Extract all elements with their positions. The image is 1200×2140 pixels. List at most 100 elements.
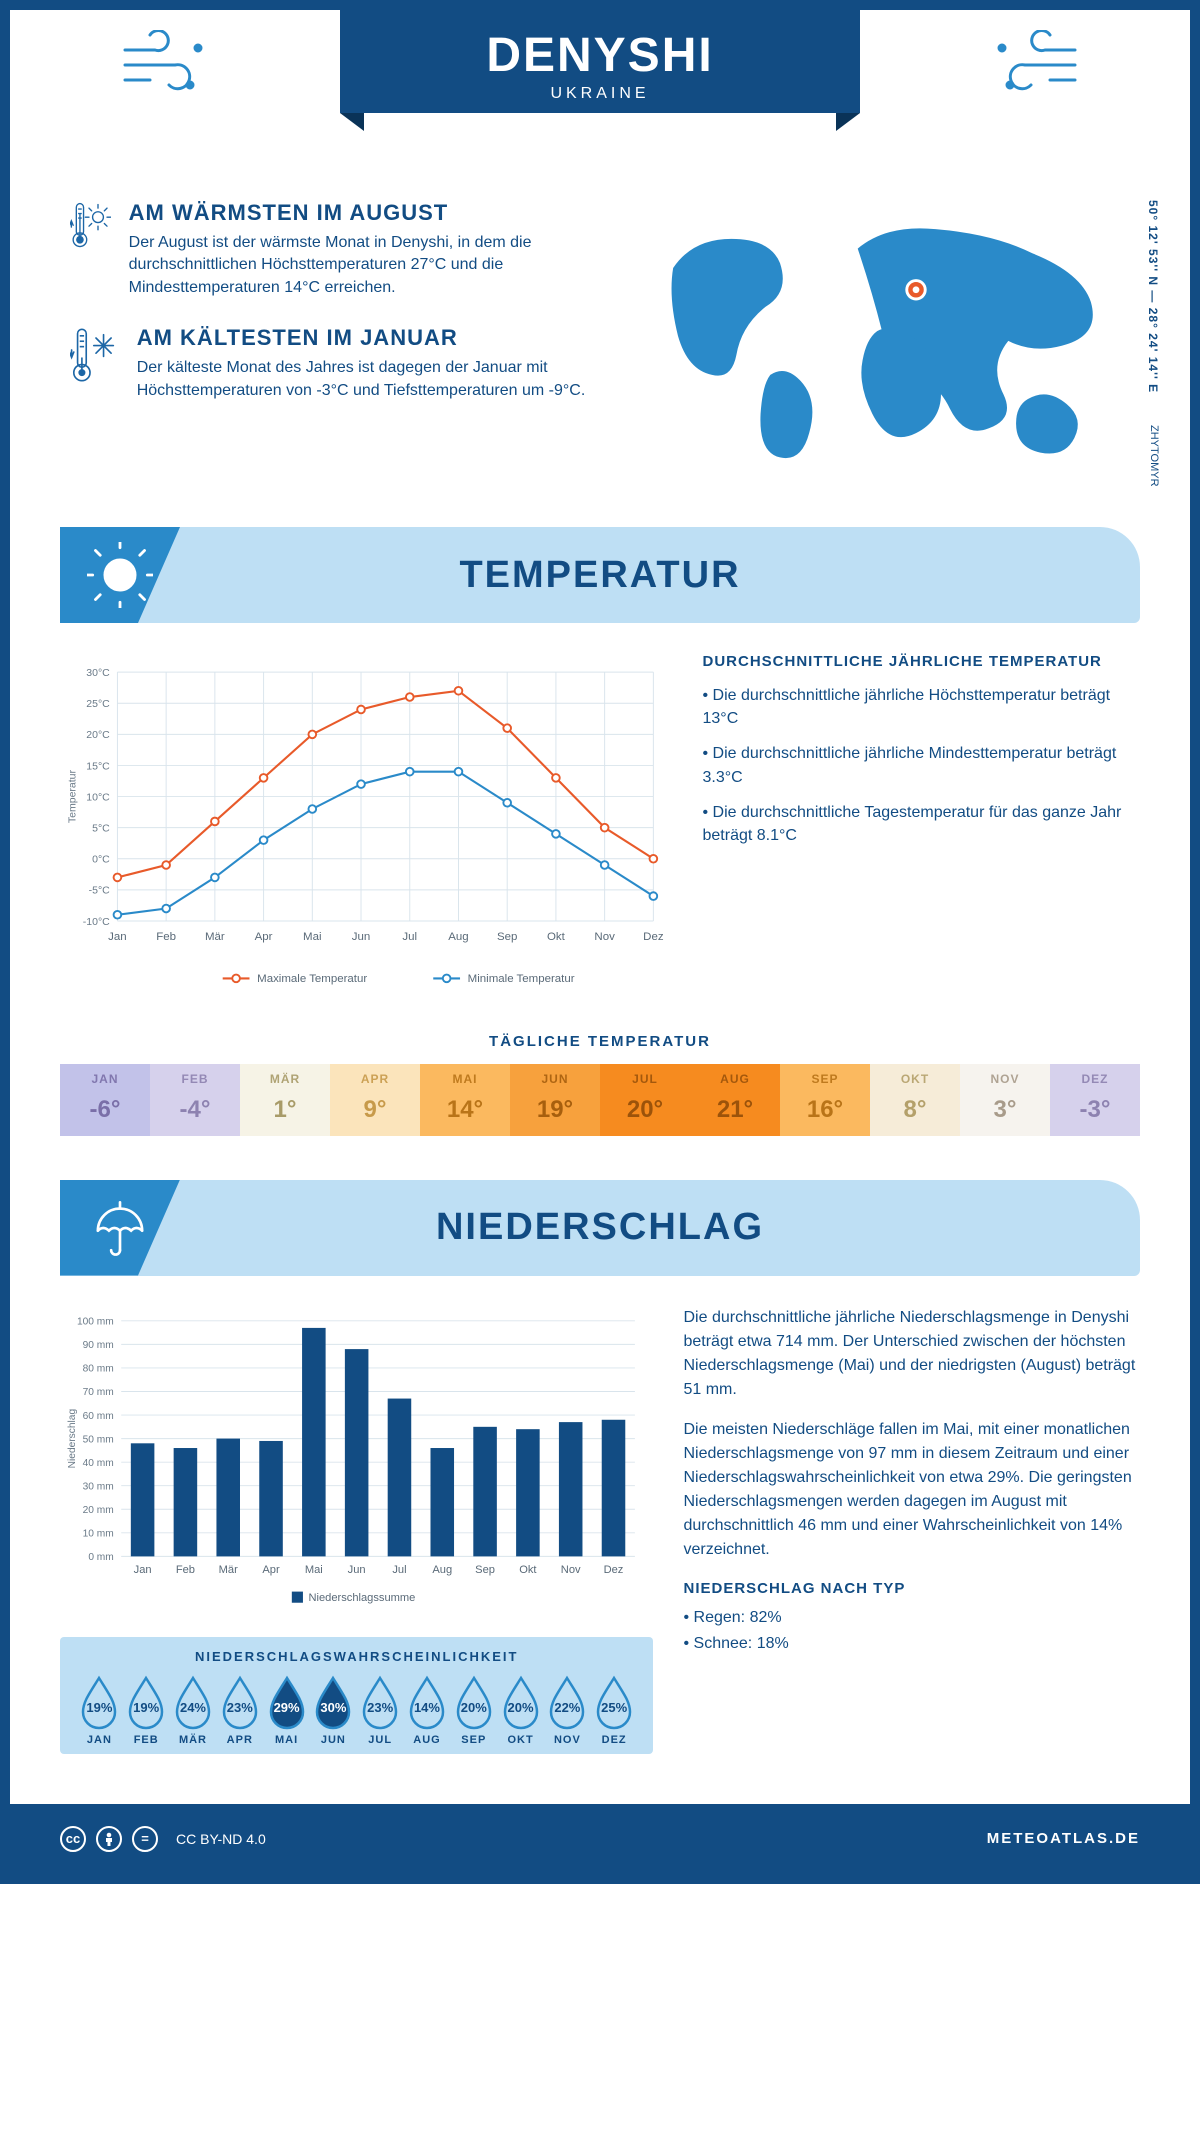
svg-text:-10°C: -10°C <box>83 916 110 928</box>
coldest-block: AM KÄLTESTEN IM JANUAR Der kälteste Mona… <box>70 325 604 402</box>
raindrop-icon: 29% <box>264 1674 310 1730</box>
svg-text:10°C: 10°C <box>86 791 110 803</box>
precip-type-snow: • Schnee: 18% <box>683 1632 1140 1656</box>
precip-p2: Die meisten Niederschläge fallen im Mai,… <box>683 1418 1140 1562</box>
coldest-text: Der kälteste Monat des Jahres ist dagege… <box>137 357 605 402</box>
temperature-summary: DURCHSCHNITTLICHE JÄHRLICHE TEMPERATUR •… <box>703 653 1141 1003</box>
raindrop-icon: 30% <box>310 1674 356 1730</box>
svg-text:Okt: Okt <box>519 1564 536 1576</box>
svg-text:80 mm: 80 mm <box>83 1363 114 1374</box>
raindrop-icon: 24% <box>170 1674 216 1730</box>
svg-text:Mär: Mär <box>205 931 225 943</box>
probability-cell: 24% MÄR <box>170 1674 217 1746</box>
daily-cell: OKT8° <box>870 1064 960 1136</box>
raindrop-icon: 19% <box>123 1674 169 1730</box>
raindrop-icon: 22% <box>544 1674 590 1730</box>
temp-summary-l2: • Die durchschnittliche jährliche Mindes… <box>703 742 1141 788</box>
daily-temp-title: TÄGLICHE TEMPERATUR <box>60 1033 1140 1050</box>
svg-text:Okt: Okt <box>547 931 566 943</box>
world-map: 50° 12' 53'' N — 28° 24' 14'' E ZHYTOMYR <box>644 200 1130 477</box>
svg-text:0°C: 0°C <box>92 854 110 866</box>
title-banner: DENYSHI UKRAINE <box>340 10 860 113</box>
raindrop-icon: 19% <box>76 1674 122 1730</box>
header: DENYSHI UKRAINE <box>60 10 1140 190</box>
region-label: ZHYTOMYR <box>1148 425 1160 487</box>
svg-text:60 mm: 60 mm <box>83 1410 114 1421</box>
precipitation-chart: 0 mm10 mm20 mm30 mm40 mm50 mm60 mm70 mm8… <box>60 1306 653 1612</box>
svg-text:0 mm: 0 mm <box>88 1552 113 1563</box>
cc-icon: cc <box>60 1826 86 1852</box>
probability-cell: 20% OKT <box>497 1674 544 1746</box>
probability-cell: 14% AUG <box>404 1674 451 1746</box>
footer: cc = CC BY-ND 4.0 METEOATLAS.DE <box>10 1804 1190 1874</box>
section-bar-temperature: TEMPERATUR <box>60 527 1140 623</box>
svg-text:Jul: Jul <box>402 931 417 943</box>
daily-temp-strip: JAN-6°FEB-4°MÄR1°APR9°MAI14°JUN19°JUL20°… <box>60 1064 1140 1136</box>
temp-summary-l1: • Die durchschnittliche jährliche Höchst… <box>703 684 1141 730</box>
daily-cell: JUN19° <box>510 1064 600 1136</box>
svg-text:5°C: 5°C <box>92 822 110 834</box>
temp-summary-l3: • Die durchschnittliche Tagestemperatur … <box>703 801 1141 847</box>
nd-icon: = <box>132 1826 158 1852</box>
intro-section: AM WÄRMSTEN IM AUGUST Der August ist der… <box>60 190 1140 507</box>
svg-text:100 mm: 100 mm <box>77 1316 114 1327</box>
svg-text:Apr: Apr <box>255 931 273 943</box>
daily-cell: NOV3° <box>960 1064 1050 1136</box>
svg-text:Jun: Jun <box>352 931 371 943</box>
svg-text:20°C: 20°C <box>86 729 110 741</box>
raindrop-icon: 23% <box>357 1674 403 1730</box>
svg-text:15°C: 15°C <box>86 760 110 772</box>
temperature-chart: -10°C-5°C0°C5°C10°C15°C20°C25°C30°CJanFe… <box>60 653 673 1003</box>
svg-text:Jan: Jan <box>134 1564 152 1576</box>
svg-text:-5°C: -5°C <box>89 885 111 897</box>
precipitation-column: 0 mm10 mm20 mm30 mm40 mm50 mm60 mm70 mm8… <box>60 1306 653 1754</box>
probability-title: NIEDERSCHLAGSWAHRSCHEINLICHKEIT <box>76 1649 637 1664</box>
raindrop-icon: 20% <box>498 1674 544 1730</box>
by-icon <box>96 1826 122 1852</box>
svg-text:20 mm: 20 mm <box>83 1504 114 1515</box>
svg-text:70 mm: 70 mm <box>83 1387 114 1398</box>
svg-text:40 mm: 40 mm <box>83 1457 114 1468</box>
precip-p1: Die durchschnittliche jährliche Niedersc… <box>683 1306 1140 1402</box>
thermometer-sun-icon <box>70 200 111 299</box>
temp-summary-heading: DURCHSCHNITTLICHE JÄHRLICHE TEMPERATUR <box>703 653 1141 670</box>
svg-text:Temperatur: Temperatur <box>66 769 78 823</box>
section-title: TEMPERATUR <box>60 554 1140 597</box>
svg-text:Mär: Mär <box>219 1564 238 1576</box>
daily-cell: AUG21° <box>690 1064 780 1136</box>
section-bar-precipitation: NIEDERSCHLAG <box>60 1180 1140 1276</box>
svg-text:25°C: 25°C <box>86 698 110 710</box>
country-name: UKRAINE <box>380 85 820 103</box>
probability-cell: 30% JUN <box>310 1674 357 1746</box>
raindrop-icon: 20% <box>451 1674 497 1730</box>
svg-text:Feb: Feb <box>176 1564 195 1576</box>
daily-cell: APR9° <box>330 1064 420 1136</box>
daily-cell: JAN-6° <box>60 1064 150 1136</box>
svg-text:Minimale Temperatur: Minimale Temperatur <box>468 973 575 985</box>
coldest-title: AM KÄLTESTEN IM JANUAR <box>137 325 605 351</box>
svg-text:Jan: Jan <box>108 931 126 943</box>
precip-type-heading: NIEDERSCHLAG NACH TYP <box>683 1578 1140 1601</box>
warmest-text: Der August ist der wärmste Monat in Deny… <box>129 232 605 299</box>
raindrop-icon: 23% <box>217 1674 263 1730</box>
svg-text:Nov: Nov <box>594 931 615 943</box>
svg-text:Sep: Sep <box>475 1564 495 1576</box>
svg-text:Dez: Dez <box>604 1564 624 1576</box>
svg-text:10 mm: 10 mm <box>83 1528 114 1539</box>
svg-text:Sep: Sep <box>497 931 517 943</box>
probability-cell: 22% NOV <box>544 1674 591 1746</box>
svg-text:Jul: Jul <box>392 1564 406 1576</box>
svg-text:Nov: Nov <box>561 1564 581 1576</box>
svg-text:Mai: Mai <box>305 1564 323 1576</box>
license-block: cc = CC BY-ND 4.0 <box>60 1826 266 1852</box>
raindrop-icon: 25% <box>591 1674 637 1730</box>
probability-cell: 25% DEZ <box>591 1674 638 1746</box>
svg-text:Apr: Apr <box>262 1564 280 1576</box>
precip-type-rain: • Regen: 82% <box>683 1606 1140 1630</box>
brand-name: METEOATLAS.DE <box>987 1830 1140 1847</box>
daily-cell: MAI14° <box>420 1064 510 1136</box>
svg-text:30 mm: 30 mm <box>83 1481 114 1492</box>
precipitation-summary: Die durchschnittliche jährliche Niedersc… <box>683 1306 1140 1754</box>
city-name: DENYSHI <box>380 28 820 83</box>
svg-text:Niederschlag: Niederschlag <box>67 1408 78 1468</box>
